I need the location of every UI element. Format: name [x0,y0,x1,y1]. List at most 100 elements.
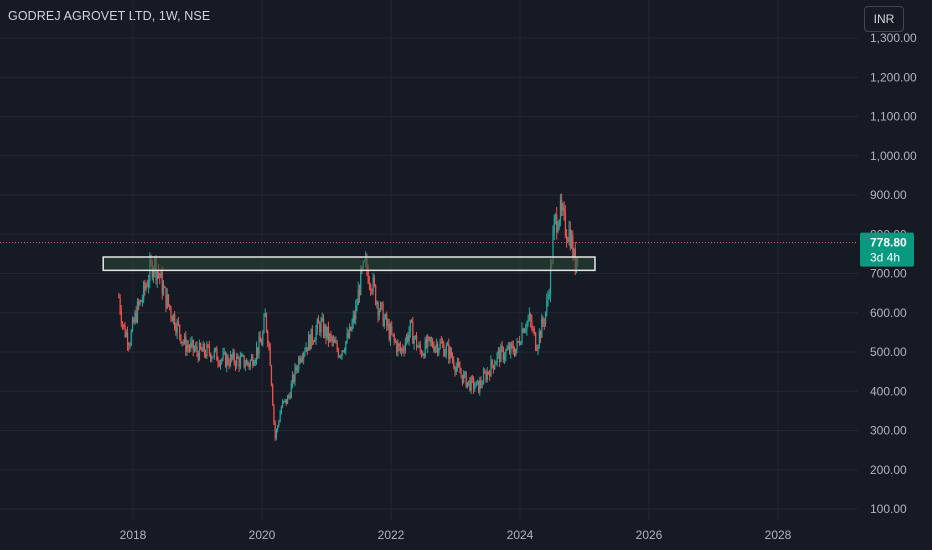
candle-body [367,270,369,283]
candle-body [166,294,168,309]
last-price-tag-bg [860,232,914,267]
candle-body [505,350,507,358]
candle-body [387,323,389,326]
candle-body [324,325,326,337]
candle-body [315,329,317,341]
candle-body [167,294,170,305]
candle-body [344,351,346,353]
resistance-zone-rectangle[interactable] [102,256,596,272]
candle-body [210,353,212,360]
candle-body [277,425,279,430]
candle-body [298,357,300,370]
candle-body [530,314,532,322]
candle-body [432,340,434,347]
y-tick-label: 1,300.00 [870,31,917,45]
candle-body [208,346,211,354]
time-axis[interactable]: 2018 2020 2022 2024 2026 2028 [120,528,792,542]
candle-body [322,318,325,337]
candle-body [134,312,136,323]
candle-body [170,308,172,317]
candle-body [233,352,235,363]
candle-body [453,360,455,368]
candle-body [308,335,310,351]
candle-body [418,344,420,347]
candle-body [401,348,403,352]
y-tick-label: 500.00 [870,345,907,359]
candle-body [434,346,436,352]
candle-body [424,339,426,358]
candle-body [272,384,274,406]
candle-body [384,314,387,319]
candle-body [517,341,519,343]
candle-body [567,239,569,242]
candle-body [459,366,461,373]
candle-body [533,329,536,333]
candle-body [464,372,466,374]
candle-body [325,325,327,339]
candle-body [326,326,328,339]
candle-body [241,355,243,357]
candle-body [500,346,502,362]
candle-body [327,326,330,341]
candle-body [220,360,222,366]
candle-body [216,348,218,361]
price-axis[interactable]: 100.00 200.00 300.00 400.00 500.00 600.00 700.… [870,31,917,516]
candle-body [409,320,412,333]
candle-body [562,208,564,211]
candle-body [197,352,199,360]
candle-body [522,328,524,333]
candle-body [566,235,568,240]
candle-body [205,353,207,357]
y-tick-label: 100.00 [870,502,907,516]
candle-body [200,343,202,349]
currency-button[interactable]: INR [864,6,904,32]
candle-body [139,300,141,305]
candle-body [172,314,175,322]
candle-body [558,220,560,228]
candle-body [156,271,158,280]
candle-body [140,300,142,302]
candle-body [368,282,371,285]
candle-body [227,356,229,364]
candle-body [179,324,181,335]
candle-body [383,318,385,326]
candle-body [238,358,240,367]
candle-body [177,321,180,325]
candle-body [470,377,472,391]
candle-body [280,407,283,414]
candle-body [120,311,122,324]
candle-body [536,350,538,352]
candle-body [222,353,224,360]
candle-body [420,351,423,356]
candle-body [513,351,516,356]
candle-body [300,358,302,363]
candle-body [254,359,256,364]
candle-body [313,341,315,343]
candle-body [429,337,431,341]
candle-body [523,330,526,333]
candle-body [352,315,354,323]
candle-body [455,366,457,372]
candle-body [341,350,343,356]
candle-body [291,375,294,384]
candle-body [489,372,491,377]
candle-body [124,326,126,337]
candle-body [571,235,573,248]
candle-body [537,345,539,351]
candle-body [451,357,454,361]
candle-body [206,344,208,357]
candle-body [474,387,476,390]
candle-body [549,263,552,295]
candle-body [182,341,185,343]
candle-body [516,341,518,349]
candle-body [274,421,276,438]
candle-body [236,355,238,367]
candle-body [428,336,430,338]
candle-body [380,302,382,311]
candle-body [195,346,197,350]
candle-body [201,348,203,352]
candle-body [381,302,383,304]
candle-body [507,346,509,350]
y-tick-label: 900.00 [870,188,907,202]
